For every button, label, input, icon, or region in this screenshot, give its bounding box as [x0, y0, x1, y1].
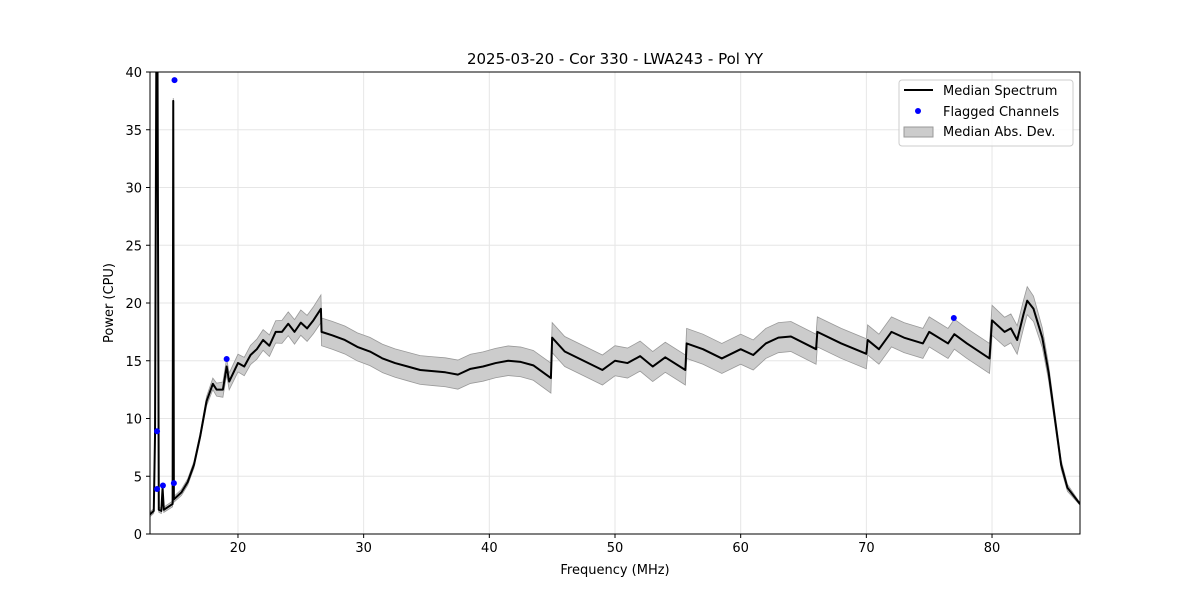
x-tick-label: 80 — [984, 541, 1001, 556]
legend-mad-patch — [903, 126, 934, 138]
y-tick-label: 5 — [134, 470, 142, 485]
y-tick-label: 25 — [125, 239, 142, 254]
x-tick-label: 30 — [355, 541, 372, 556]
legend-flagged-label: Flagged Channels — [943, 105, 1059, 120]
legend-median-label: Median Spectrum — [943, 84, 1057, 99]
mad-band — [150, 72, 1080, 518]
flagged-channel-point — [154, 485, 161, 492]
x-tick-label: 60 — [732, 541, 749, 556]
flagged-channel-point — [159, 482, 166, 489]
y-tick-label: 40 — [125, 66, 142, 81]
flagged-channel-point — [154, 428, 161, 435]
y-tick-label: 35 — [125, 124, 142, 139]
y-axis-label: Power (CPU) — [102, 263, 117, 343]
y-tick-label: 10 — [125, 413, 142, 428]
flagged-channel-point — [170, 480, 177, 487]
y-tick-label: 20 — [125, 297, 142, 312]
x-tick-label: 70 — [858, 541, 875, 556]
x-tick-label: 50 — [607, 541, 624, 556]
x-axis-label: Frequency (MHz) — [560, 563, 669, 578]
chart-title: 2025-03-20 - Cor 330 - LWA243 - Pol YY — [467, 50, 764, 68]
x-tick-label: 40 — [481, 541, 498, 556]
x-tick-label: 20 — [230, 541, 247, 556]
flagged-channel-point — [223, 356, 230, 363]
flagged-channel-point — [171, 77, 178, 84]
legend-flagged-marker — [915, 108, 921, 114]
y-tick-label: 0 — [134, 528, 142, 543]
legend-mad-label: Median Abs. Dev. — [943, 125, 1055, 140]
y-tick-label: 15 — [125, 355, 142, 370]
flagged-channel-point — [950, 315, 957, 322]
y-tick-label: 30 — [125, 182, 142, 197]
median-spectrum-line — [150, 72, 1080, 516]
legend-box — [898, 79, 1074, 147]
legend: Median Spectrum Flagged Channels Median … — [898, 79, 1074, 147]
